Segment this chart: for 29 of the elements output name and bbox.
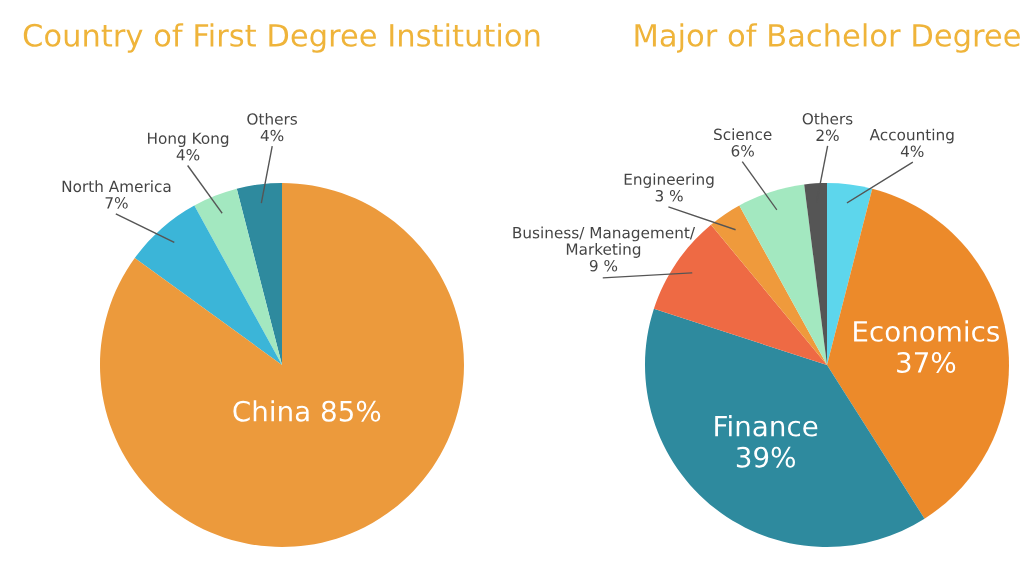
data-label: 3 % (655, 189, 683, 202)
slice-label: North America (62, 180, 171, 193)
slice-label: Science (714, 128, 772, 141)
slice-label: Economics (854, 320, 999, 342)
data-label: 39% (736, 446, 795, 468)
data-label: 9 % (589, 259, 618, 272)
pie-slice (236, 183, 282, 365)
slice-label: Others (802, 112, 853, 125)
data-label: 2% (816, 129, 839, 142)
chart-title: Country of First Degree Institution (23, 23, 540, 53)
chart-title: Major of Bachelor Degree (635, 23, 1020, 53)
pie-slice (827, 188, 1009, 519)
slice-label: Hong Kong (148, 132, 229, 147)
slice-label: Engineering (624, 173, 714, 188)
data-label: 4% (176, 149, 200, 161)
pie-slice (739, 184, 827, 365)
data-label: 7% (105, 197, 128, 209)
data-label: 37% (897, 351, 956, 373)
slice-label: Finance (715, 415, 818, 437)
pie-slice (194, 188, 282, 365)
data-label: 4% (900, 145, 924, 157)
data-label: 6% (731, 145, 754, 157)
data-label: 4% (260, 129, 284, 142)
slice-label: Business/ Management/ Marketing (513, 226, 696, 258)
slice-label: China 85% (233, 400, 381, 422)
pie-slice (710, 205, 827, 365)
pie-slice (134, 205, 282, 365)
slice-label: Accounting (869, 128, 954, 144)
slice-label: Others (247, 112, 298, 125)
